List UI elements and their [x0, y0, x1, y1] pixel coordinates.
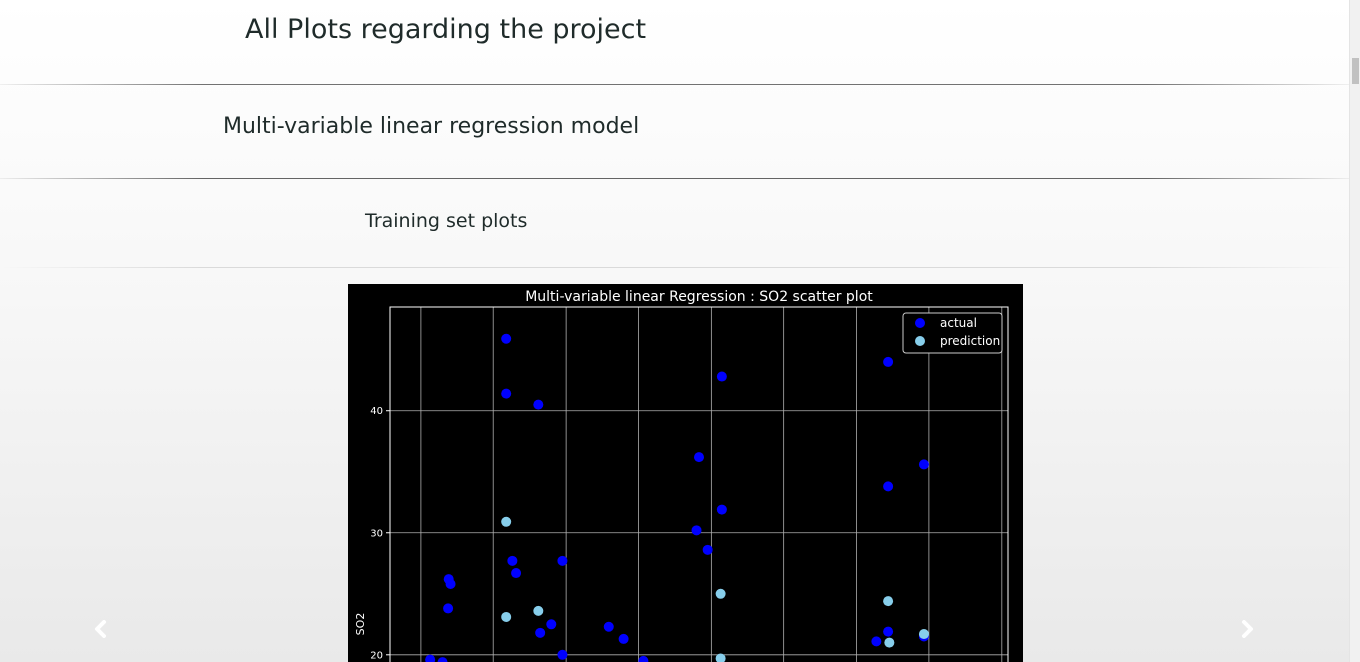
data-point-actual	[702, 544, 713, 555]
data-point-actual	[501, 388, 512, 399]
carousel-prev-button[interactable]	[86, 614, 116, 644]
data-point-actual	[603, 621, 614, 632]
carousel-next-button[interactable]	[1232, 614, 1262, 644]
scatter-plot-image: 20 30 40 Multi-variable linear Regression …	[348, 284, 1023, 662]
data-point-prediction	[533, 605, 544, 616]
data-point-actual	[445, 579, 456, 590]
chevron-right-icon	[1242, 620, 1253, 638]
data-point-actual	[883, 481, 894, 492]
legend-actual-label: actual	[940, 316, 977, 330]
y-ticks: 20 30 40	[370, 406, 390, 661]
data-point-actual	[716, 371, 727, 382]
data-point-actual	[883, 356, 894, 367]
data-points	[425, 333, 929, 662]
data-point-prediction	[884, 637, 895, 648]
grid	[390, 307, 1008, 662]
data-point-actual	[918, 459, 929, 470]
data-point-actual	[425, 654, 436, 662]
data-point-prediction	[883, 596, 894, 607]
y-tick-label: 20	[370, 650, 383, 661]
legend-actual-marker	[915, 318, 925, 328]
data-point-prediction	[501, 611, 512, 622]
data-point-prediction	[501, 516, 512, 527]
legend-prediction-label: prediction	[940, 334, 1000, 348]
data-point-actual	[437, 657, 448, 662]
y-tick-label: 40	[370, 406, 383, 417]
data-point-actual	[501, 333, 512, 344]
data-point-prediction	[715, 588, 726, 599]
y-tick-label: 30	[370, 528, 383, 539]
section-heading: Training set plots	[365, 210, 528, 232]
divider	[0, 84, 1349, 85]
legend-box	[902, 312, 1003, 354]
data-point-actual	[618, 633, 629, 644]
data-point-actual	[638, 655, 649, 662]
legend-prediction-marker	[915, 336, 925, 346]
data-point-actual	[694, 452, 704, 463]
model-heading: Multi-variable linear regression model	[223, 114, 640, 139]
data-point-actual	[546, 619, 557, 630]
plot-area-border	[389, 306, 1009, 662]
data-point-actual	[716, 504, 727, 515]
data-point-actual	[557, 649, 568, 660]
data-point-actual	[535, 627, 546, 638]
data-point-prediction	[715, 653, 726, 662]
data-point-actual	[533, 399, 544, 410]
data-point-actual	[443, 603, 454, 614]
data-point-actual	[883, 626, 894, 637]
data-point-actual	[691, 525, 702, 536]
data-point-actual	[511, 568, 522, 579]
divider	[0, 267, 1349, 268]
data-point-actual	[507, 555, 518, 566]
chevron-left-icon	[95, 620, 106, 638]
scatter-plot: 20 30 40 Multi-variable linear Regression …	[354, 289, 1009, 662]
scrollbar[interactable]	[1349, 0, 1360, 662]
data-point-actual	[557, 555, 568, 566]
legend: actual prediction	[902, 312, 1003, 354]
scrollbar-thumb[interactable]	[1352, 58, 1359, 84]
data-point-actual	[871, 636, 882, 647]
data-point-prediction	[918, 629, 929, 640]
chart-title: Multi-variable linear Regression : SO2 s…	[525, 289, 873, 305]
page-title: All Plots regarding the project	[245, 14, 647, 45]
y-axis-label: SO2	[354, 613, 367, 636]
divider	[0, 178, 1349, 179]
